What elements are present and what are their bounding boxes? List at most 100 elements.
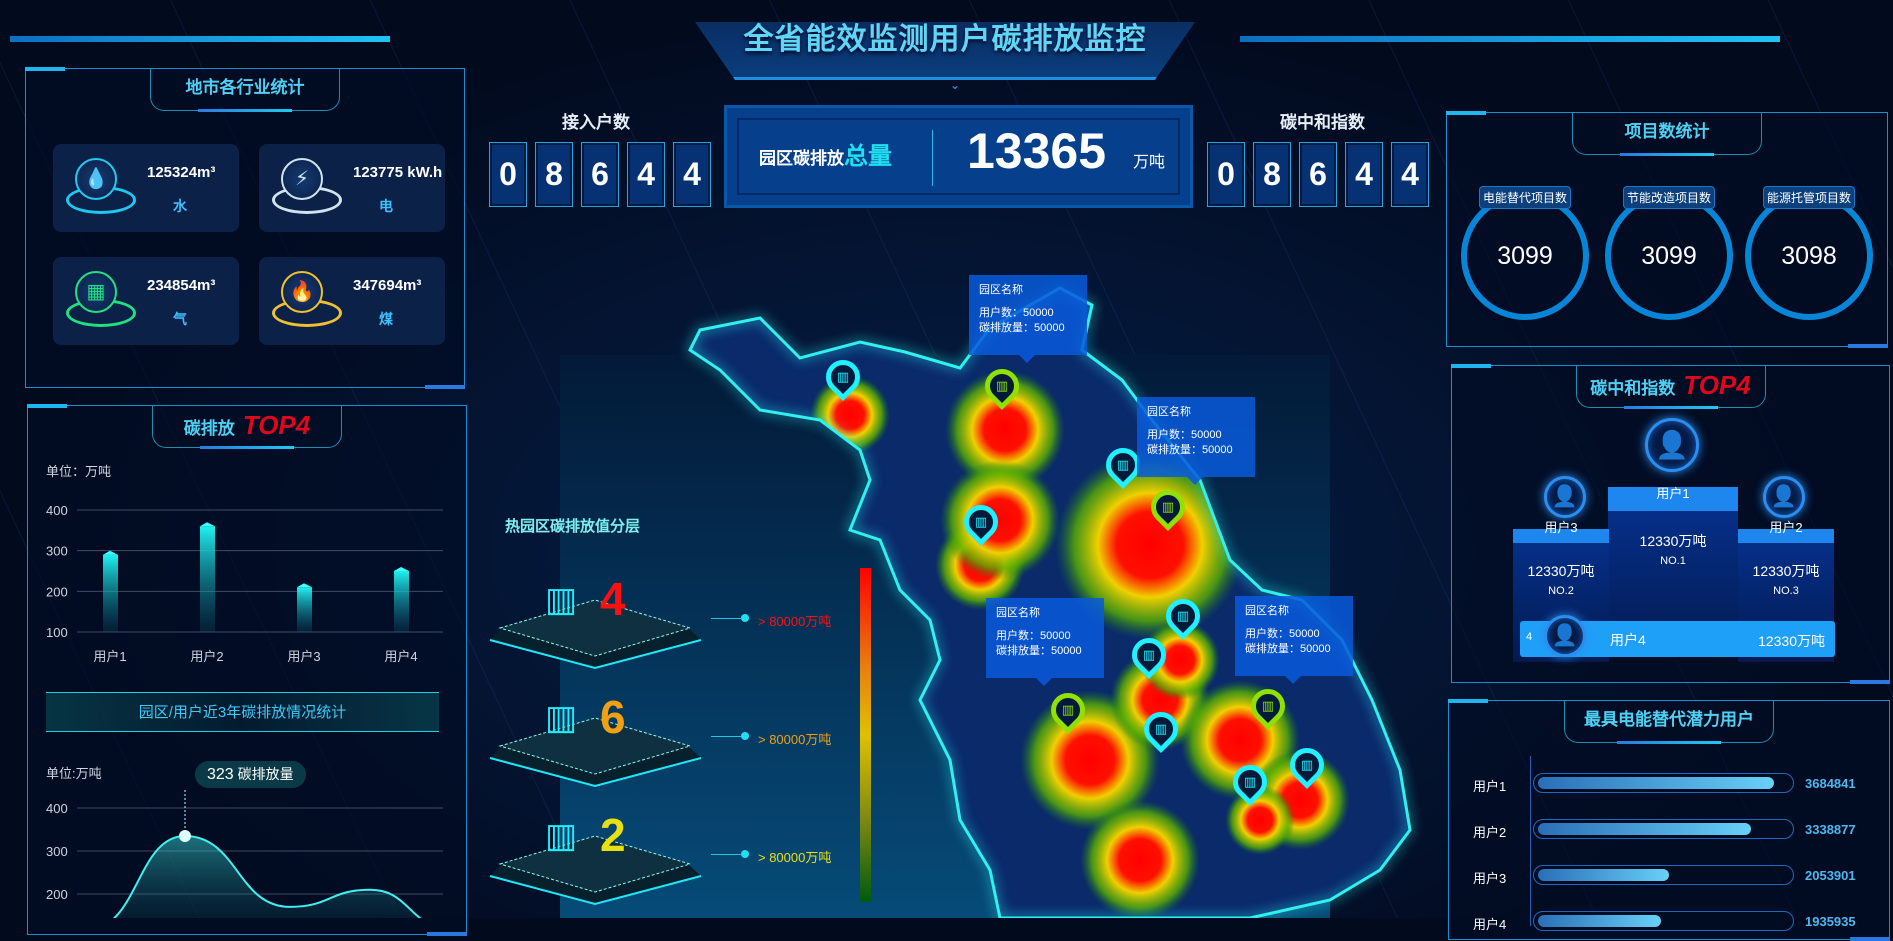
industry-card: ⚡ 123775 kW.h 电 (259, 144, 445, 232)
x-tick-label: 用户4 (384, 649, 417, 664)
user-avatar-icon: 👤 (1544, 476, 1586, 518)
building-icon: ▥ (545, 581, 578, 619)
row-label: 用户2 (1473, 825, 1507, 840)
progress-track (1533, 819, 1794, 839)
park-tooltip: 园区名称 用户数：50000 碳排放量：50000 (1137, 397, 1255, 485)
building-icon: ▥ (1061, 702, 1075, 717)
chart-tooltip: 323 碳排放量 (195, 761, 306, 788)
x-tick-label: 用户1 (93, 649, 126, 664)
bar-cap (103, 550, 118, 555)
digit: 8 (535, 142, 573, 207)
header-line-right (1240, 36, 1780, 42)
fourth-name: 用户4 (1610, 632, 1646, 648)
tooltip-emission: 碳排放量：50000 (1147, 444, 1233, 456)
connector-line (711, 854, 743, 855)
area-fill (114, 835, 421, 918)
tooltip-name: 园区名称 (1245, 605, 1289, 617)
bar-cap (297, 583, 312, 588)
total-label-text: 园区碳排放 (759, 149, 844, 168)
legend-title: 热园区碳排放值分层 (505, 518, 641, 535)
tooltip-value: 323 (207, 766, 234, 783)
layer-count: 2 (600, 809, 626, 861)
building-icon: ▥ (1261, 698, 1275, 713)
podium-name: 用户3 (1544, 520, 1578, 535)
gauge-label: 能源托管项目数 (1762, 186, 1856, 209)
total-label: 园区碳排放总量 (759, 136, 892, 171)
layer-label: > 80000万吨 (758, 732, 832, 747)
y-tick-label: 300 (46, 844, 68, 859)
card-value: 234854m³ (147, 277, 216, 294)
gauge-value: 3099 (1461, 192, 1589, 320)
y-tick-label: 400 (46, 503, 68, 518)
area-unit-label: 单位:万吨 (46, 766, 102, 781)
total-label-emphasis: 总量 (844, 143, 892, 170)
fourth-value: 12330万吨 (1758, 633, 1825, 649)
tooltip-users: 用户数：50000 (1147, 429, 1222, 441)
building-icon: ▥ (1176, 608, 1190, 623)
gauge-label: 电能替代项目数 (1478, 186, 1572, 209)
building-icon: ▥ (545, 817, 578, 855)
user-avatar-icon: 👤 (1763, 476, 1805, 518)
digit: 6 (581, 142, 619, 207)
card-value: 125324m³ (147, 164, 216, 181)
digit: 8 (1253, 142, 1291, 207)
park-tooltip: 园区名称 用户数：50000 碳排放量：50000 (986, 598, 1104, 686)
podium-name: 用户1 (1656, 486, 1690, 501)
tooltip-users: 用户数：50000 (1245, 628, 1320, 640)
user-avatar-icon: 👤 (1544, 615, 1586, 657)
card-label: 气 (173, 311, 187, 327)
tooltip-label: 碳排放量 (237, 766, 294, 782)
panel-title: 碳中和指数 TOP4 (1575, 366, 1766, 409)
legend-layer: ▥ 6 > 80000万吨 (488, 691, 888, 798)
heat-blob (1055, 450, 1245, 640)
digit: 4 (1391, 142, 1429, 207)
layer-count: 6 (600, 691, 626, 743)
podium-rank: NO.3 (1773, 585, 1799, 597)
industry-card: ▦ 234854m³ 气 (53, 257, 239, 345)
row-value: 3684841 (1805, 776, 1856, 791)
podium-value: 12330万吨 (1527, 563, 1595, 579)
gauge-value: 3098 (1745, 192, 1873, 320)
gauge-value: 3099 (1605, 192, 1733, 320)
y-tick-label: 100 (46, 625, 68, 640)
layer-platform (489, 717, 702, 788)
progress-track (1533, 865, 1794, 885)
legend-layer: ▥ 2 > 80000万吨 (488, 809, 888, 916)
industry-card: 💧 125324m³ 水 (53, 144, 239, 232)
tooltip-name: 园区名称 (1147, 406, 1191, 418)
park-tooltip: 园区名称 用户数：50000 碳排放量：50000 (969, 275, 1087, 363)
potential-row: 用户3 2053901 (1473, 865, 1893, 887)
row-value: 1935935 (1805, 914, 1856, 929)
digit: 4 (627, 142, 665, 207)
panel-title: 最具电能替代潜力用户 (1564, 701, 1774, 744)
emission-area-chart: 200 300 400 (46, 790, 443, 918)
layer-platform (489, 599, 702, 670)
x-tick-label: 用户3 (287, 649, 320, 664)
layer-label: > 80000万吨 (758, 614, 832, 629)
tooltip-emission: 碳排放量：50000 (979, 322, 1065, 334)
card-label: 水 (173, 198, 187, 214)
progress-fill (1538, 777, 1774, 789)
digit: 4 (673, 142, 711, 207)
tooltip-name: 园区名称 (979, 284, 1023, 296)
lightning-icon: ⚡ (281, 158, 323, 200)
legend-layer: ▥ 4 > 80000万吨 (488, 573, 888, 680)
card-label: 电 (379, 198, 393, 214)
chevron-down-icon: ⌄ (950, 78, 961, 92)
building-icon: ▥ (1154, 721, 1168, 736)
row-label: 用户4 (1473, 917, 1507, 932)
access-count-label: 接入户数 (562, 113, 630, 132)
trend-banner: 园区/用户近3年碳排放情况统计 (46, 692, 439, 732)
podium-top (1738, 529, 1834, 543)
emission-top4-panel: 碳排放 TOP4 (27, 404, 467, 936)
building-icon: ▥ (1142, 647, 1156, 662)
header-line-left (10, 36, 390, 42)
divider (932, 130, 933, 186)
potential-row: 用户2 3338877 (1473, 819, 1893, 841)
progress-fill (1538, 915, 1661, 927)
progress-fill (1538, 823, 1752, 835)
podium-value: 12330万吨 (1639, 533, 1707, 549)
card-value: 123775 kW.h (353, 164, 443, 181)
